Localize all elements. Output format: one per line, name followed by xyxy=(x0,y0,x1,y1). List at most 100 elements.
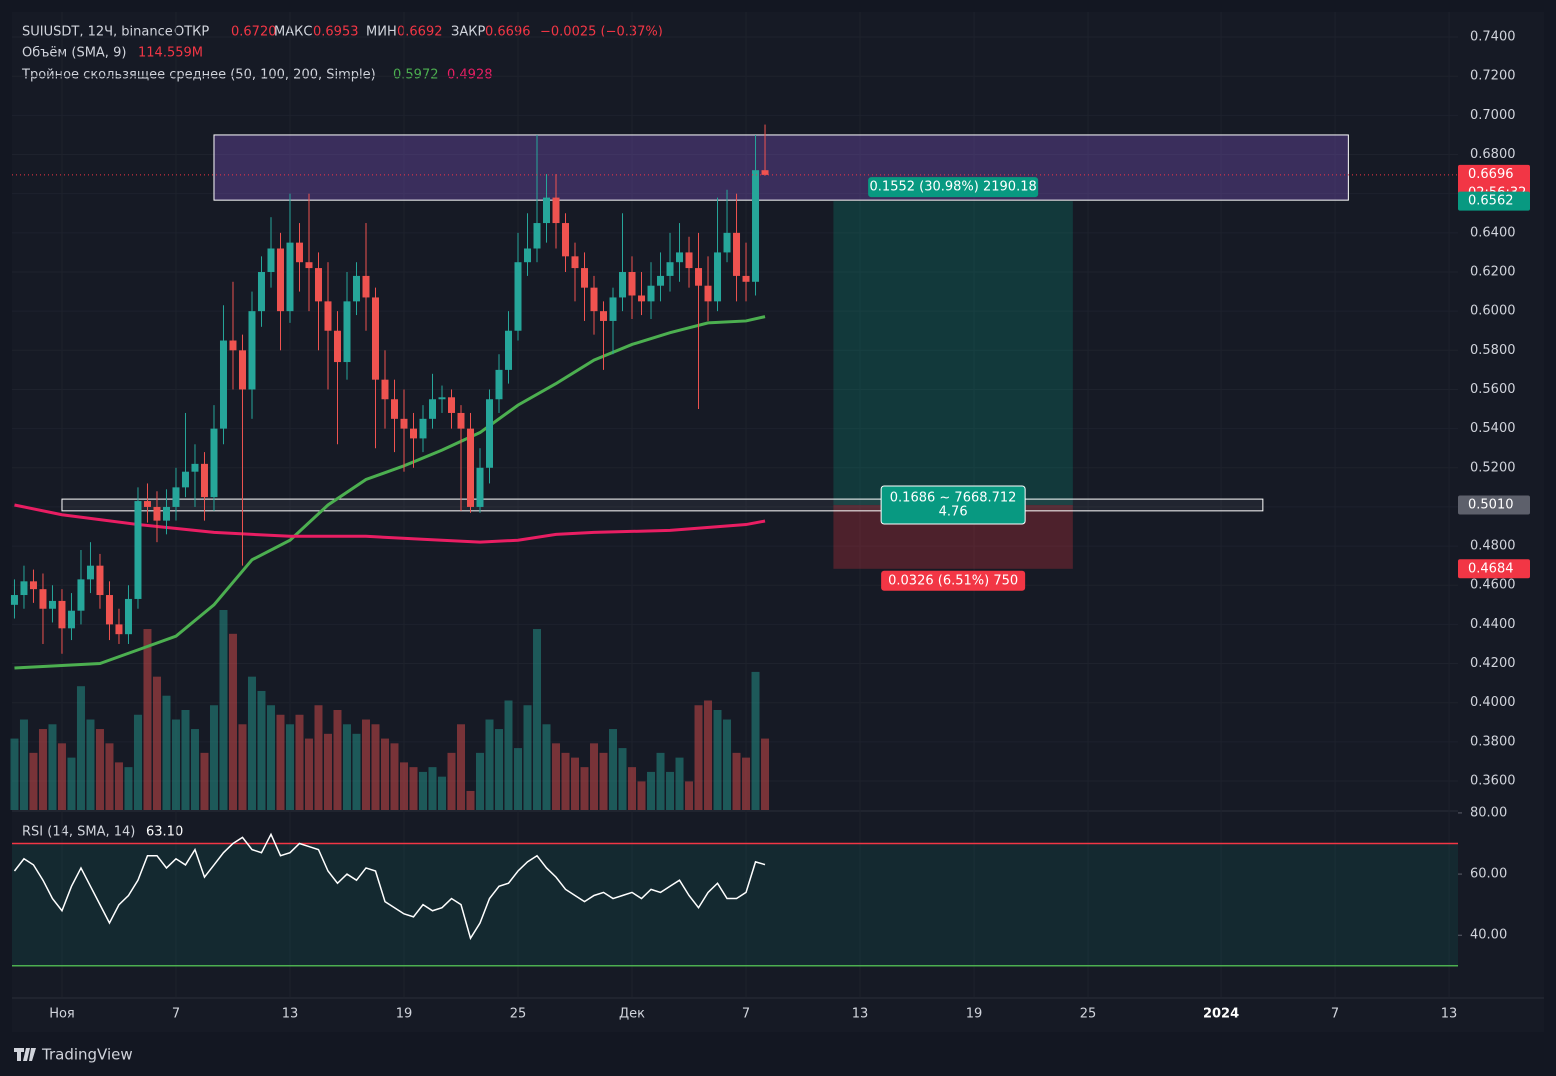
candle-body xyxy=(343,301,351,363)
price-tag-label: 0.6562 xyxy=(1468,194,1514,209)
volume-bar xyxy=(285,724,294,810)
candle-body xyxy=(486,399,494,468)
volume-bar xyxy=(732,752,741,810)
candle-body xyxy=(333,330,341,363)
candle-body xyxy=(533,223,541,249)
candle-body xyxy=(581,268,589,288)
candle-body xyxy=(352,275,360,302)
candle-body xyxy=(476,467,484,507)
volume-bar xyxy=(656,752,665,810)
candle-body xyxy=(695,268,703,286)
volume-bar xyxy=(295,714,304,810)
candle-body xyxy=(752,170,760,282)
volume-bar xyxy=(238,724,247,810)
legend-value: 0.6696 xyxy=(485,25,531,40)
candle-body xyxy=(390,399,398,419)
volume-bar xyxy=(637,781,646,810)
volume-bar xyxy=(361,719,370,810)
volume-bar xyxy=(476,752,485,810)
volume-bar xyxy=(48,724,57,810)
candle-body xyxy=(428,399,436,419)
volume-bar xyxy=(19,719,28,810)
volume-bar xyxy=(86,719,95,810)
y-tick-label: 0.4600 xyxy=(1470,578,1516,593)
candle-body xyxy=(495,369,503,400)
y-tick-label: 0.7400 xyxy=(1470,30,1516,45)
volume-bar xyxy=(552,743,561,810)
legend-label: ЗАКР xyxy=(451,25,485,40)
target-zone xyxy=(833,201,1073,505)
volume-bar xyxy=(181,710,190,810)
candle-body xyxy=(153,506,161,521)
volume-bar xyxy=(694,705,703,810)
logo[interactable]: TradingView xyxy=(14,1046,133,1064)
candle-body xyxy=(143,501,151,507)
candle-body xyxy=(10,595,18,605)
volume-bar xyxy=(504,700,513,810)
candle-body xyxy=(295,242,303,263)
candle-body xyxy=(238,350,246,390)
position-label-box xyxy=(881,570,1026,591)
volume-bar xyxy=(399,762,408,810)
plot-area xyxy=(12,12,1458,1032)
volume-bar xyxy=(38,729,47,810)
y-tick-label: 0.6200 xyxy=(1470,264,1516,279)
volume-bar xyxy=(542,724,551,810)
volume-bar xyxy=(599,752,608,810)
x-tick-label: 7 xyxy=(1331,1007,1339,1022)
candle-body xyxy=(286,242,294,312)
volume-bar xyxy=(314,705,323,810)
volume-bar xyxy=(580,767,589,810)
price-tag xyxy=(1458,495,1530,515)
volume-bar xyxy=(342,724,351,810)
candle-body xyxy=(676,252,684,263)
volume-bar xyxy=(266,705,275,810)
candle-body xyxy=(657,275,665,286)
y-tick-label: 0.3600 xyxy=(1470,774,1516,789)
legend-value: 0.6720 xyxy=(231,25,277,40)
volume-bar xyxy=(143,629,152,810)
candle-body xyxy=(448,397,456,413)
volume-bar xyxy=(105,743,114,810)
volume-bar xyxy=(428,767,437,810)
candle-body xyxy=(267,248,275,272)
candle-body xyxy=(229,340,237,351)
rsi-band-fill xyxy=(12,843,1458,966)
volume-bar xyxy=(228,633,237,810)
y-tick-label: 0.6800 xyxy=(1470,147,1516,162)
legend-label: МАКС xyxy=(274,25,312,40)
volume-bar xyxy=(495,729,504,810)
volume-bar xyxy=(276,714,285,810)
candle-body xyxy=(704,285,712,302)
candle-body xyxy=(552,197,560,224)
volume-bar xyxy=(418,771,427,810)
candle-body xyxy=(162,506,170,521)
x-tick-label: Ноя xyxy=(49,1007,75,1022)
y-tick-label: 0.6000 xyxy=(1470,304,1516,319)
price-tag-label: 0.6696 xyxy=(1468,167,1514,182)
x-tick-label: 13 xyxy=(282,1007,299,1022)
candle-body xyxy=(457,412,465,429)
volume-bar xyxy=(114,762,123,810)
x-tick-label: 7 xyxy=(172,1007,180,1022)
candle-body xyxy=(562,223,570,257)
brand: TradingView xyxy=(41,1046,133,1064)
y-tick-label: 0.5200 xyxy=(1470,460,1516,475)
volume-bar xyxy=(485,719,494,810)
x-tick-label: 19 xyxy=(966,1007,983,1022)
position-label: 0.1552 (30.98%) 2190.18 xyxy=(870,180,1037,195)
candle-body xyxy=(20,581,28,596)
candle-body xyxy=(409,428,417,439)
legend-value: 63.10 xyxy=(146,825,183,840)
volume-bar xyxy=(685,781,694,810)
volume-bar xyxy=(390,743,399,810)
candle-body xyxy=(362,275,370,298)
volume-bar xyxy=(333,710,342,810)
volume-bar xyxy=(666,771,675,810)
candle-body xyxy=(467,428,475,507)
y-tick-label: 0.7200 xyxy=(1470,69,1516,84)
volume-bar xyxy=(675,757,684,810)
candle-body xyxy=(638,295,646,302)
symbol: SUIUSDT, 12Ч, binance xyxy=(22,25,173,40)
